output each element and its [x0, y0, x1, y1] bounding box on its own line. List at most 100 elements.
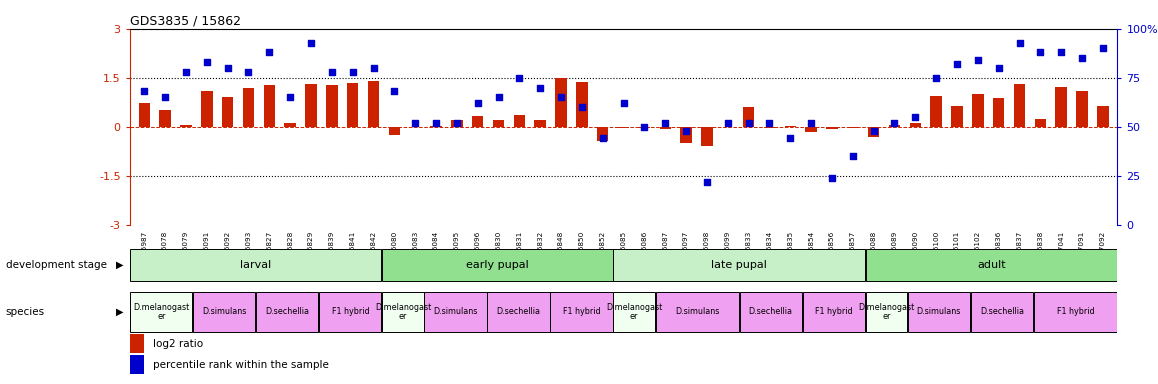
Point: [906, 114, 924, 120]
Point: [281, 94, 300, 101]
FancyBboxPatch shape: [740, 292, 801, 332]
Bar: [160, 111, 171, 127]
Bar: [347, 83, 359, 127]
Bar: [992, 98, 1004, 127]
FancyBboxPatch shape: [382, 249, 613, 281]
Bar: [306, 84, 317, 127]
Bar: [431, 126, 441, 127]
Point: [427, 120, 446, 126]
FancyBboxPatch shape: [655, 292, 739, 332]
Point: [406, 120, 425, 126]
Text: early pupal: early pupal: [467, 260, 529, 270]
FancyBboxPatch shape: [970, 292, 1033, 332]
Text: D.simulans: D.simulans: [917, 308, 961, 316]
Point: [926, 74, 945, 81]
Point: [594, 136, 613, 142]
Bar: [951, 106, 962, 127]
Point: [135, 88, 154, 94]
Text: species: species: [6, 307, 45, 317]
Bar: [139, 103, 151, 127]
Point: [989, 65, 1007, 71]
Point: [1093, 45, 1112, 51]
Bar: [222, 98, 234, 127]
Point: [1051, 49, 1070, 55]
FancyBboxPatch shape: [424, 292, 486, 332]
Text: log2 ratio: log2 ratio: [153, 339, 203, 349]
Text: D.simulans: D.simulans: [203, 308, 247, 316]
Text: F1 hybrid: F1 hybrid: [815, 308, 852, 316]
Bar: [556, 78, 566, 127]
Bar: [1013, 84, 1025, 127]
Point: [885, 120, 903, 126]
Bar: [1076, 91, 1087, 127]
Point: [323, 69, 342, 75]
Point: [843, 153, 862, 159]
Bar: [785, 126, 796, 127]
Text: adult: adult: [977, 260, 1005, 270]
Bar: [327, 85, 338, 127]
Bar: [577, 82, 587, 127]
Text: D.melanogast
er: D.melanogast er: [375, 303, 431, 321]
FancyBboxPatch shape: [130, 292, 192, 332]
Bar: [243, 88, 255, 127]
Bar: [930, 96, 941, 127]
Point: [365, 65, 383, 71]
Point: [198, 59, 217, 65]
Text: D.melanogast
er: D.melanogast er: [858, 303, 915, 321]
Text: D.sechellia: D.sechellia: [980, 308, 1024, 316]
Point: [302, 40, 321, 46]
Bar: [598, 127, 608, 141]
Point: [968, 57, 987, 63]
Text: F1 hybrid: F1 hybrid: [331, 308, 369, 316]
FancyBboxPatch shape: [130, 249, 381, 281]
FancyBboxPatch shape: [802, 292, 865, 332]
Point: [718, 120, 736, 126]
FancyBboxPatch shape: [193, 292, 256, 332]
Point: [219, 65, 237, 71]
Bar: [764, 127, 775, 128]
Text: D.melanogast
er: D.melanogast er: [133, 303, 190, 321]
Text: percentile rank within the sample: percentile rank within the sample: [153, 360, 329, 370]
Text: GDS3835 / 15862: GDS3835 / 15862: [130, 15, 241, 28]
FancyBboxPatch shape: [320, 292, 381, 332]
Bar: [285, 123, 296, 127]
FancyBboxPatch shape: [614, 292, 654, 332]
Bar: [827, 127, 837, 129]
Point: [490, 94, 508, 101]
Bar: [264, 85, 276, 127]
Point: [822, 175, 841, 181]
Bar: [472, 116, 483, 127]
Bar: [660, 127, 670, 129]
Bar: [493, 120, 504, 127]
Point: [469, 100, 488, 106]
Text: larval: larval: [240, 260, 271, 270]
Text: F1 hybrid: F1 hybrid: [1056, 308, 1094, 316]
Point: [655, 120, 674, 126]
Point: [1010, 40, 1028, 46]
FancyBboxPatch shape: [866, 292, 907, 332]
Bar: [535, 119, 545, 127]
FancyBboxPatch shape: [866, 249, 1117, 281]
Bar: [1097, 106, 1108, 127]
Point: [511, 74, 529, 81]
Text: D.sechellia: D.sechellia: [265, 308, 309, 316]
Text: ▶: ▶: [117, 307, 124, 317]
Bar: [514, 115, 525, 127]
Point: [448, 120, 467, 126]
Point: [344, 69, 362, 75]
Text: D.sechellia: D.sechellia: [497, 308, 541, 316]
Point: [552, 94, 571, 101]
Point: [635, 124, 653, 130]
Bar: [618, 127, 629, 128]
Bar: [909, 123, 921, 127]
FancyBboxPatch shape: [382, 292, 424, 332]
Point: [573, 104, 592, 110]
FancyBboxPatch shape: [256, 292, 318, 332]
FancyBboxPatch shape: [488, 292, 550, 332]
Text: development stage: development stage: [6, 260, 107, 270]
Point: [780, 136, 799, 142]
Bar: [848, 127, 858, 128]
Bar: [452, 120, 462, 127]
Point: [614, 100, 632, 106]
Bar: [389, 127, 400, 135]
